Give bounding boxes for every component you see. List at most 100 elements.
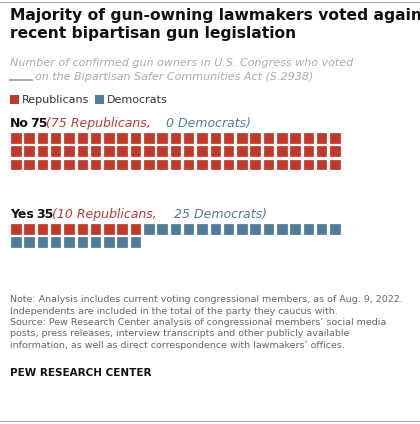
FancyBboxPatch shape bbox=[170, 132, 181, 143]
FancyBboxPatch shape bbox=[223, 145, 234, 157]
FancyBboxPatch shape bbox=[76, 145, 88, 157]
FancyBboxPatch shape bbox=[316, 145, 328, 157]
FancyBboxPatch shape bbox=[76, 223, 88, 234]
Text: (75 Republicans,: (75 Republicans, bbox=[46, 117, 151, 130]
FancyBboxPatch shape bbox=[183, 159, 194, 170]
Text: 0 Democrats): 0 Democrats) bbox=[162, 117, 251, 130]
FancyBboxPatch shape bbox=[302, 145, 314, 157]
FancyBboxPatch shape bbox=[316, 132, 328, 143]
FancyBboxPatch shape bbox=[76, 159, 88, 170]
FancyBboxPatch shape bbox=[23, 145, 35, 157]
Text: Democrats: Democrats bbox=[107, 95, 168, 105]
FancyBboxPatch shape bbox=[23, 223, 35, 234]
FancyBboxPatch shape bbox=[210, 159, 221, 170]
FancyBboxPatch shape bbox=[90, 236, 101, 248]
FancyBboxPatch shape bbox=[130, 145, 141, 157]
FancyBboxPatch shape bbox=[289, 145, 301, 157]
Text: Independents are included in the total of the party they caucus with.: Independents are included in the total o… bbox=[10, 307, 338, 315]
FancyBboxPatch shape bbox=[196, 145, 208, 157]
FancyBboxPatch shape bbox=[23, 159, 35, 170]
FancyBboxPatch shape bbox=[249, 223, 261, 234]
FancyBboxPatch shape bbox=[116, 132, 128, 143]
FancyBboxPatch shape bbox=[23, 236, 35, 248]
FancyBboxPatch shape bbox=[76, 132, 88, 143]
FancyBboxPatch shape bbox=[23, 132, 35, 143]
FancyBboxPatch shape bbox=[249, 145, 261, 157]
FancyBboxPatch shape bbox=[289, 159, 301, 170]
FancyBboxPatch shape bbox=[302, 223, 314, 234]
FancyBboxPatch shape bbox=[170, 145, 181, 157]
Text: Source: Pew Research Center analysis of congressional members’ social media: Source: Pew Research Center analysis of … bbox=[10, 318, 386, 327]
FancyBboxPatch shape bbox=[50, 223, 61, 234]
FancyBboxPatch shape bbox=[90, 132, 101, 143]
FancyBboxPatch shape bbox=[10, 159, 21, 170]
FancyBboxPatch shape bbox=[50, 159, 61, 170]
FancyBboxPatch shape bbox=[103, 223, 115, 234]
FancyBboxPatch shape bbox=[329, 145, 341, 157]
FancyBboxPatch shape bbox=[90, 159, 101, 170]
FancyBboxPatch shape bbox=[196, 132, 208, 143]
Text: PEW RESEARCH CENTER: PEW RESEARCH CENTER bbox=[10, 368, 152, 378]
FancyBboxPatch shape bbox=[289, 223, 301, 234]
FancyBboxPatch shape bbox=[196, 159, 208, 170]
FancyBboxPatch shape bbox=[10, 236, 21, 248]
FancyBboxPatch shape bbox=[249, 159, 261, 170]
FancyBboxPatch shape bbox=[276, 159, 288, 170]
Text: Republicans: Republicans bbox=[22, 95, 89, 105]
FancyBboxPatch shape bbox=[262, 159, 274, 170]
FancyBboxPatch shape bbox=[103, 236, 115, 248]
FancyBboxPatch shape bbox=[37, 132, 48, 143]
FancyBboxPatch shape bbox=[210, 132, 221, 143]
FancyBboxPatch shape bbox=[170, 223, 181, 234]
FancyBboxPatch shape bbox=[37, 223, 48, 234]
FancyBboxPatch shape bbox=[210, 145, 221, 157]
FancyBboxPatch shape bbox=[156, 132, 168, 143]
FancyBboxPatch shape bbox=[156, 145, 168, 157]
FancyBboxPatch shape bbox=[76, 236, 88, 248]
FancyBboxPatch shape bbox=[10, 132, 21, 143]
Text: Majority of gun-owning lawmakers voted against
recent bipartisan gun legislation: Majority of gun-owning lawmakers voted a… bbox=[10, 8, 420, 41]
FancyBboxPatch shape bbox=[210, 223, 221, 234]
FancyBboxPatch shape bbox=[90, 145, 101, 157]
FancyBboxPatch shape bbox=[236, 159, 248, 170]
FancyBboxPatch shape bbox=[223, 223, 234, 234]
FancyBboxPatch shape bbox=[63, 236, 75, 248]
FancyBboxPatch shape bbox=[276, 223, 288, 234]
FancyBboxPatch shape bbox=[10, 145, 21, 157]
FancyBboxPatch shape bbox=[10, 223, 21, 234]
FancyBboxPatch shape bbox=[223, 132, 234, 143]
FancyBboxPatch shape bbox=[276, 145, 288, 157]
Text: on the Bipartisan Safer Communities Act (S.2938): on the Bipartisan Safer Communities Act … bbox=[35, 72, 313, 82]
FancyBboxPatch shape bbox=[103, 159, 115, 170]
FancyBboxPatch shape bbox=[116, 145, 128, 157]
FancyBboxPatch shape bbox=[302, 132, 314, 143]
FancyBboxPatch shape bbox=[143, 223, 155, 234]
Text: information, as well as direct correspondence with lawmakers’ offices.: information, as well as direct correspon… bbox=[10, 341, 345, 350]
FancyBboxPatch shape bbox=[116, 236, 128, 248]
Text: posts, press releases, interview transcripts and other publicly available: posts, press releases, interview transcr… bbox=[10, 329, 349, 338]
FancyBboxPatch shape bbox=[50, 236, 61, 248]
FancyBboxPatch shape bbox=[37, 159, 48, 170]
FancyBboxPatch shape bbox=[329, 132, 341, 143]
FancyBboxPatch shape bbox=[130, 236, 141, 248]
Text: Note: Analysis includes current voting congressional members, as of Aug. 9, 2022: Note: Analysis includes current voting c… bbox=[10, 295, 403, 304]
FancyBboxPatch shape bbox=[289, 132, 301, 143]
FancyBboxPatch shape bbox=[276, 132, 288, 143]
FancyBboxPatch shape bbox=[37, 145, 48, 157]
FancyBboxPatch shape bbox=[262, 132, 274, 143]
FancyBboxPatch shape bbox=[95, 95, 104, 104]
FancyBboxPatch shape bbox=[37, 236, 48, 248]
Text: (10 Republicans,: (10 Republicans, bbox=[52, 208, 157, 221]
FancyBboxPatch shape bbox=[116, 159, 128, 170]
FancyBboxPatch shape bbox=[103, 132, 115, 143]
Text: Number of confirmed gun owners in U.S. Congress who voted: Number of confirmed gun owners in U.S. C… bbox=[10, 58, 353, 68]
FancyBboxPatch shape bbox=[183, 132, 194, 143]
FancyBboxPatch shape bbox=[183, 145, 194, 157]
FancyBboxPatch shape bbox=[143, 159, 155, 170]
Text: No: No bbox=[10, 117, 29, 130]
FancyBboxPatch shape bbox=[316, 223, 328, 234]
FancyBboxPatch shape bbox=[50, 145, 61, 157]
FancyBboxPatch shape bbox=[130, 132, 141, 143]
FancyBboxPatch shape bbox=[236, 132, 248, 143]
FancyBboxPatch shape bbox=[130, 159, 141, 170]
